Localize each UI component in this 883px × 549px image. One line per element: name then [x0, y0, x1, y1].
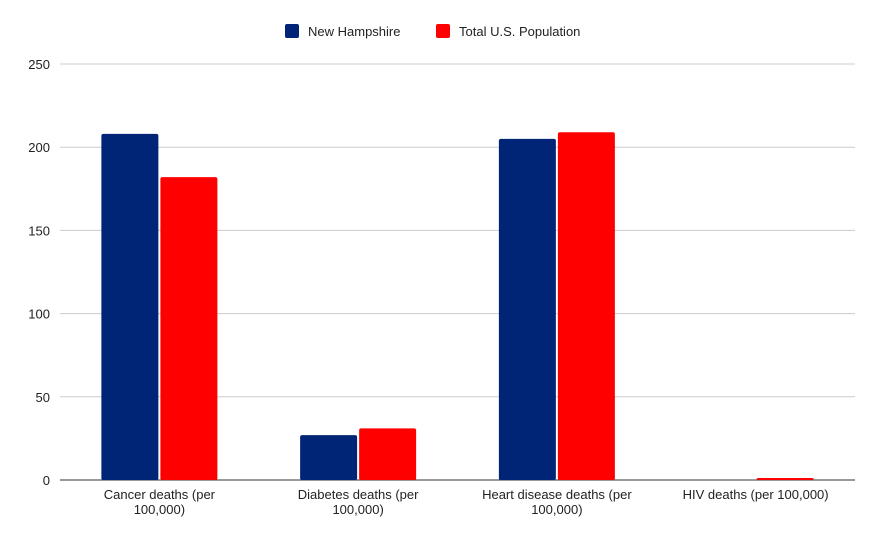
bar-total-u-s-population — [160, 177, 218, 481]
x-tick-label: Cancer deaths (per — [104, 487, 216, 502]
x-tick-label: Heart disease deaths (per — [482, 487, 632, 502]
bar-total-u-s-population — [557, 132, 615, 480]
x-tick-label: HIV deaths (per 100,000) — [683, 487, 829, 502]
y-tick-label: 200 — [28, 140, 50, 155]
y-axis-ticks: 0 50 100 150 200 250 — [28, 57, 50, 488]
x-tick-label: 100,000) — [134, 502, 185, 517]
y-tick-label: 250 — [28, 57, 50, 72]
x-tick-label: 100,000) — [332, 502, 383, 517]
legend-label: New Hampshire — [308, 24, 400, 39]
y-tick-label: 150 — [28, 223, 50, 238]
bar-new-hampshire — [300, 435, 358, 480]
y-tick-label: 50 — [36, 390, 50, 405]
bars — [101, 132, 814, 481]
x-tick-label: 100,000) — [531, 502, 582, 517]
bar-total-u-s-population — [756, 478, 814, 480]
bar-new-hampshire — [498, 138, 556, 480]
legend: New Hampshire Total U.S. Population — [285, 24, 580, 39]
legend-label: Total U.S. Population — [459, 24, 580, 39]
bar-new-hampshire — [101, 133, 159, 480]
legend-swatch — [436, 24, 450, 38]
bar-total-u-s-population — [359, 428, 417, 480]
y-tick-label: 100 — [28, 307, 50, 322]
legend-swatch — [285, 24, 299, 38]
x-tick-label: Diabetes deaths (per — [298, 487, 419, 502]
y-tick-label: 0 — [43, 473, 50, 488]
